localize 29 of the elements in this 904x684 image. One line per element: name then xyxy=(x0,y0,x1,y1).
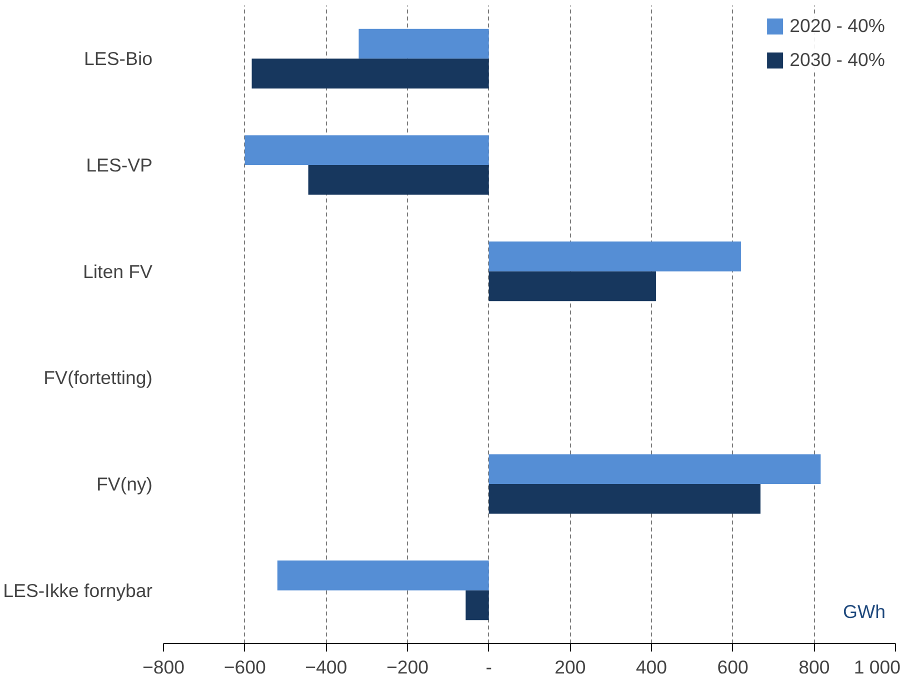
annotation: GWh xyxy=(843,601,886,622)
y-tick-label: LES-Bio xyxy=(84,48,153,70)
bar xyxy=(488,242,741,272)
bar xyxy=(358,28,489,59)
bar xyxy=(466,590,489,620)
bar xyxy=(308,165,489,195)
x-tick-label: −800 xyxy=(142,656,185,678)
x-tick-label: 800 xyxy=(798,656,830,678)
legend-label: 2020 - 40% xyxy=(790,15,885,37)
bar xyxy=(488,271,656,302)
bar xyxy=(252,58,489,88)
y-tick-label: FV(fortetting) xyxy=(44,367,152,388)
x-tick-label: - xyxy=(486,656,492,678)
x-tick-label: 400 xyxy=(636,656,668,678)
x-tick-label: 600 xyxy=(717,656,748,678)
x-tick-label: −600 xyxy=(224,656,266,678)
legend-label: 2030 - 40% xyxy=(790,49,885,71)
x-tick-label: 1 000 xyxy=(854,656,900,678)
bar xyxy=(277,560,489,590)
bar xyxy=(244,135,489,165)
bar xyxy=(488,454,821,484)
y-tick-label: Liten FV xyxy=(83,260,154,282)
y-tick-label: LES-VP xyxy=(86,154,153,176)
bar xyxy=(488,484,760,514)
x-tick-label: 200 xyxy=(554,656,586,678)
x-tick-label: −200 xyxy=(386,656,429,678)
y-tick-label: LES-Ikke fornybar xyxy=(3,580,153,601)
x-tick-label: −400 xyxy=(305,656,348,678)
y-tick-label: FV(ny) xyxy=(96,474,152,494)
